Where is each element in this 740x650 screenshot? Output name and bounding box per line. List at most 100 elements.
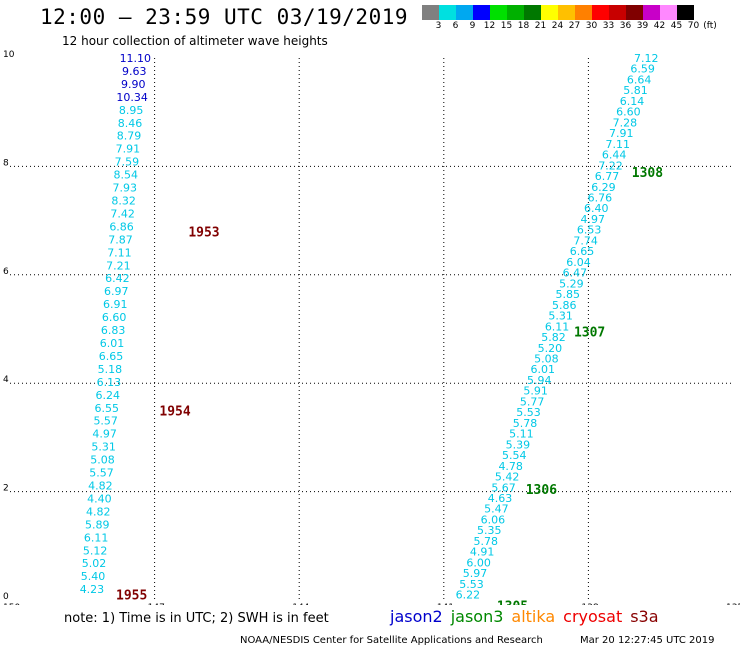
wave-height-value: 8.32 <box>111 195 136 208</box>
wave-height-value: 5.54 <box>502 449 527 462</box>
wave-height-value: 5.31 <box>548 310 573 323</box>
legend-label: 27 <box>568 21 581 31</box>
legend-label: 70 <box>687 21 700 31</box>
wave-height-value: 5.08 <box>534 352 559 365</box>
legend-label: 21 <box>534 21 547 31</box>
wave-height-value: 5.78 <box>513 417 538 430</box>
wave-height-value: 7.91 <box>116 143 141 156</box>
legend-label: 12 <box>483 21 496 31</box>
legend-label: 9 <box>469 21 476 31</box>
legend-label: 24 <box>551 21 564 31</box>
wave-height-value: 6.83 <box>101 324 126 337</box>
legend-label: 45 <box>670 21 683 31</box>
satellite-legend-jason2: jason2 <box>390 607 443 626</box>
legend-swatch <box>456 5 473 20</box>
wave-height-value: 6.11 <box>545 320 570 333</box>
wave-height-value: 5.78 <box>473 535 498 548</box>
legend-unit: (ft) <box>703 21 717 31</box>
wave-height-value: 6.13 <box>97 376 122 389</box>
satellite-legend-altika: altika <box>511 607 556 626</box>
wave-height-value: 5.57 <box>89 467 114 480</box>
wave-height-value: 5.53 <box>459 578 484 591</box>
y-tick-label: 4 <box>3 375 9 385</box>
wave-height-value: 6.97 <box>104 285 129 298</box>
wave-height-value: 7.11 <box>605 138 630 151</box>
wave-height-value: 4.63 <box>488 492 513 505</box>
wave-height-value: 5.39 <box>506 438 531 451</box>
wave-height-value: 6.40 <box>584 202 609 215</box>
x-tick-label: -144 <box>289 603 310 605</box>
wave-height-value: 5.82 <box>541 331 566 344</box>
legend-swatch <box>575 5 592 20</box>
wave-height-value: 9.90 <box>121 78 146 91</box>
note-text: note: 1) Time is in UTC; 2) SWH is in fe… <box>64 611 329 626</box>
wave-height-value: 5.31 <box>91 441 116 454</box>
wave-height-value: 7.28 <box>613 116 638 129</box>
wave-height-value: 7.91 <box>609 127 634 140</box>
pass-number-label: 1305 <box>497 599 528 605</box>
pass-number-label: 1308 <box>632 166 663 181</box>
wave-height-value: 6.42 <box>105 272 130 285</box>
wave-height-value: 7.11 <box>107 246 132 259</box>
wave-height-value: 8.95 <box>119 104 144 117</box>
x-tick-label: -135 <box>723 603 740 605</box>
pass-labels: 1953 1954 1955 1308 1307 1306 1305 <box>116 166 663 605</box>
x-tick-label: -141 <box>434 603 454 605</box>
grid-lines <box>10 58 733 600</box>
wave-height-value: 6.53 <box>577 224 602 237</box>
wave-height-value: 5.53 <box>516 406 541 419</box>
wave-height-value: 7.87 <box>108 233 133 246</box>
wave-height-value: 9.63 <box>122 65 147 78</box>
wave-height-value: 7.12 <box>634 52 659 65</box>
wave-height-value: 6.14 <box>620 95 645 108</box>
wave-height-value: 5.11 <box>509 428 534 441</box>
y-tick-label: 6 <box>3 267 9 277</box>
wave-height-value: 6.47 <box>563 267 588 280</box>
wave-height-value: 5.86 <box>552 299 577 312</box>
x-tick-label: -147 <box>144 603 164 605</box>
wave-height-value: 5.47 <box>484 503 509 516</box>
pass-number-label: 1953 <box>188 225 219 240</box>
wave-height-value: 6.55 <box>95 402 120 415</box>
page-subtitle: 12 hour collection of altimeter wave hei… <box>62 34 328 48</box>
wave-height-value: 6.65 <box>570 245 595 258</box>
legend-swatch <box>473 5 490 20</box>
wave-height-value: 11.10 <box>120 52 152 65</box>
wave-height-value: 6.04 <box>566 256 591 269</box>
wave-height-value: 7.59 <box>115 156 140 169</box>
wave-height-value: 6.86 <box>109 220 134 233</box>
wave-height-value: 4.78 <box>498 460 523 473</box>
wave-height-value: 8.46 <box>118 117 143 130</box>
legend-swatch <box>422 5 439 20</box>
legend-swatch <box>541 5 558 20</box>
color-legend <box>422 5 694 20</box>
wave-height-value: 5.85 <box>556 288 581 301</box>
wave-height-value: 5.12 <box>83 544 108 557</box>
legend-swatch <box>677 5 694 20</box>
legend-label: 36 <box>619 21 632 31</box>
wave-height-value: 6.00 <box>466 556 491 569</box>
wave-height-value: 5.40 <box>81 570 106 583</box>
y-tick-label: 2 <box>3 484 9 494</box>
wave-height-value: 4.91 <box>470 546 495 559</box>
legend-swatch <box>592 5 609 20</box>
wave-height-value: 4.23 <box>80 583 105 596</box>
legend-swatch <box>626 5 643 20</box>
wave-height-value: 5.91 <box>523 385 548 398</box>
legend-swatch <box>524 5 541 20</box>
wave-height-value: 6.91 <box>103 298 128 311</box>
wave-height-value: 6.60 <box>616 106 641 119</box>
wave-height-value: 6.06 <box>481 513 506 526</box>
wave-height-value: 5.57 <box>93 415 118 428</box>
legend-swatch <box>490 5 507 20</box>
wave-height-value: 5.08 <box>90 454 115 467</box>
wave-height-values: 11.109.639.9010.348.958.468.797.917.598.… <box>80 52 659 602</box>
wave-height-value: 7.22 <box>598 159 623 172</box>
wave-height-value: 5.67 <box>491 481 516 494</box>
wave-height-value: 6.01 <box>531 363 556 376</box>
wave-height-value: 6.22 <box>456 589 481 602</box>
wave-height-value: 6.65 <box>99 350 124 363</box>
legend-label: 30 <box>585 21 598 31</box>
legend-label: 3 <box>435 21 442 31</box>
legend-label: 33 <box>602 21 615 31</box>
